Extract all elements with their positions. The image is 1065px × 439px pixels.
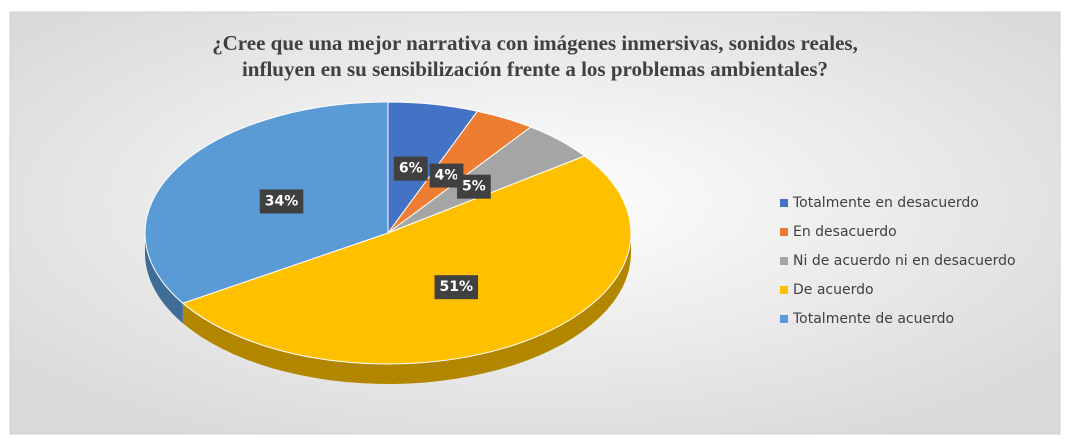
slice-side (145, 233, 183, 324)
chart-title: influyen en su sensibilización frente a … (242, 57, 828, 81)
data-label-box (259, 189, 304, 214)
legend-label: En desacuerdo (793, 224, 897, 240)
legend-swatch (780, 315, 788, 323)
data-label: 51% (440, 279, 474, 295)
data-label-box (434, 275, 479, 300)
legend-label: De acuerdo (793, 282, 874, 298)
data-label-box (393, 156, 428, 181)
slice-side (182, 233, 631, 384)
slice (181, 155, 632, 365)
legend-label: Totalmente en desacuerdo (792, 195, 979, 211)
legend-swatch (780, 286, 788, 294)
legend-swatch (780, 257, 788, 265)
data-label: 4% (435, 168, 459, 184)
legend-swatch (780, 228, 788, 236)
legend-swatch (780, 199, 788, 207)
legend-label: Ni de acuerdo ni en desacuerdo (793, 253, 1016, 269)
chart-title: ¿Cree que una mejor narrativa con imágen… (212, 31, 858, 55)
data-label-box (457, 174, 491, 199)
data-label: 5% (462, 179, 486, 195)
legend-label: Totalmente de acuerdo (792, 311, 954, 327)
data-label: 6% (399, 161, 423, 177)
data-label: 34% (265, 193, 299, 209)
